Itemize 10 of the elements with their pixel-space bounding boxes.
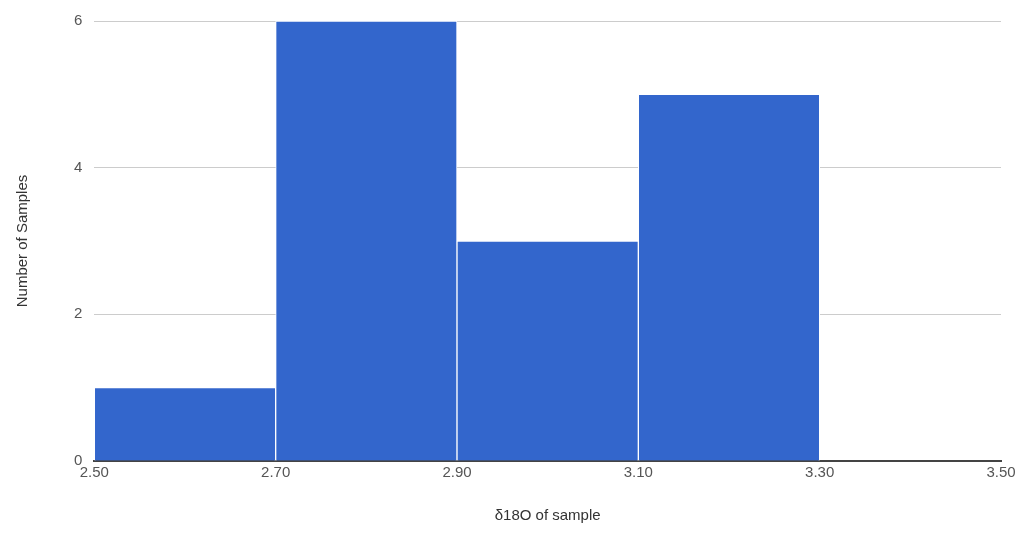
y-tick-label: 6 — [74, 11, 83, 29]
x-tick-label: 3.50 — [986, 463, 1016, 481]
x-axis-title: δ18O of sample — [494, 506, 601, 524]
x-tick-label: 3.10 — [623, 463, 653, 481]
y-axis-title: Number of Samples — [13, 174, 31, 308]
x-tick-label: 3.30 — [805, 463, 835, 481]
y-tick-label: 2 — [74, 304, 83, 322]
x-tick-label: 2.90 — [442, 463, 472, 481]
x-tick-label: 2.70 — [261, 463, 291, 481]
y-tick-label: 4 — [74, 157, 83, 175]
